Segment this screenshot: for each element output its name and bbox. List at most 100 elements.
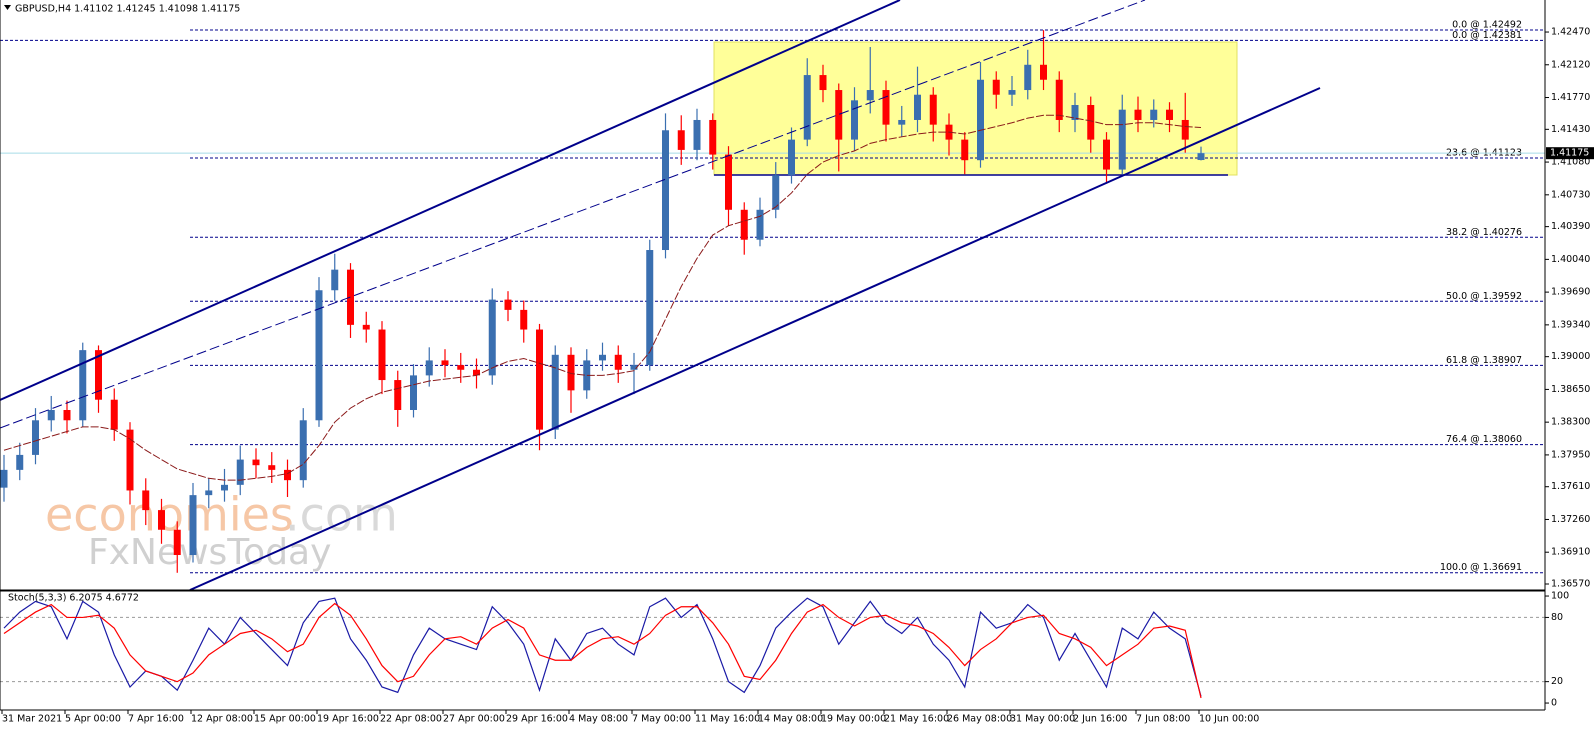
moving-average xyxy=(3,114,1202,481)
y-tick-label: 1.37260 xyxy=(1551,514,1590,525)
candle-body xyxy=(882,90,890,125)
channel-lower xyxy=(189,87,1321,591)
x-tick-label: 4 May 08:00 xyxy=(569,714,628,725)
candle-body xyxy=(709,119,717,155)
candle-body xyxy=(1134,109,1142,120)
candle-body xyxy=(1150,109,1158,120)
x-tick-label: 12 Apr 08:00 xyxy=(191,714,253,725)
watermark-sub: FxNewsToday xyxy=(88,532,331,573)
y-tick-label: 1.41080 xyxy=(1551,157,1590,168)
watermark-domain: .com xyxy=(285,488,398,542)
fib-label: 38.2 @ 1.40276 xyxy=(1446,227,1522,238)
axes: 1.42470 1.42120 1.41770 1.41430 1.41080 1.407… xyxy=(1,27,1594,725)
candle-body xyxy=(740,209,748,240)
candle-body xyxy=(1008,90,1016,95)
candle-body xyxy=(977,79,984,161)
y-tick-label: 100 xyxy=(1551,591,1569,602)
candle-body xyxy=(1040,64,1047,80)
x-tick-label: 29 Apr 16:00 xyxy=(506,714,568,725)
stoch-title: Stoch(5,3,3) 6.2075 4.6772 xyxy=(8,593,139,604)
x-tick-label: 7 Jun 08:00 xyxy=(1136,714,1190,725)
y-tick-label: 1.42120 xyxy=(1551,59,1590,70)
fib-label: 76.4 @ 1.38060 xyxy=(1446,434,1522,445)
candle-body xyxy=(614,354,622,370)
last-price-box xyxy=(1546,147,1594,160)
x-tick-label: 11 May 16:00 xyxy=(695,714,760,725)
candle-body xyxy=(63,409,71,421)
y-tick-label: 1.40040 xyxy=(1551,254,1590,265)
candle-body xyxy=(693,119,701,150)
candle-body xyxy=(1024,64,1032,91)
candle-body xyxy=(583,360,591,391)
candle-body xyxy=(299,420,307,481)
y-tick-label: 80 xyxy=(1551,612,1563,623)
symbol-title: GBPUSD,H4 1.41102 1.41245 1.41098 1.4117… xyxy=(15,4,240,15)
menu-icon[interactable] xyxy=(4,5,11,10)
candle-body xyxy=(268,465,276,470)
candle-body xyxy=(772,175,780,210)
candle-body xyxy=(347,269,354,325)
candle-body xyxy=(914,94,921,120)
candle-body xyxy=(252,459,260,466)
x-tick-label: 21 May 16:00 xyxy=(884,714,949,725)
candle-body xyxy=(551,354,559,430)
candle-body xyxy=(725,154,732,210)
candle-body xyxy=(646,250,654,366)
x-tick-label: 19 May 00:00 xyxy=(821,714,886,725)
x-tick-label: 27 Apr 00:00 xyxy=(443,714,505,725)
fib-label: 0.0 @ 1.42492 xyxy=(1452,19,1522,30)
candle-body xyxy=(630,365,638,370)
y-tick-label: 1.39000 xyxy=(1551,351,1590,362)
candle-body xyxy=(189,495,197,556)
candle-body xyxy=(662,130,669,251)
candle-body xyxy=(756,209,764,240)
candle-body xyxy=(992,79,1000,95)
y-tick-label: 1.38300 xyxy=(1551,417,1590,428)
candle-body xyxy=(331,269,339,291)
candle-body xyxy=(394,380,402,410)
candle-body xyxy=(315,290,323,421)
stochastic-panel xyxy=(0,597,1545,699)
candle-body xyxy=(173,529,181,556)
watermark-brand: economies xyxy=(45,488,294,542)
candle-body xyxy=(142,490,150,511)
candle-body xyxy=(488,299,496,376)
stoch-line xyxy=(3,602,1202,699)
y-tick-label: 1.41430 xyxy=(1551,124,1590,135)
candle-body xyxy=(47,409,55,421)
y-tick-label: 1.40390 xyxy=(1551,221,1590,232)
candle-body xyxy=(110,399,118,430)
y-tick-label: 1.40730 xyxy=(1551,189,1590,200)
candle-body xyxy=(362,324,370,330)
y-tick-label: 1.39690 xyxy=(1551,287,1590,298)
candle-body xyxy=(677,130,685,150)
x-tick-label: 31 Mar 2021 xyxy=(2,714,62,725)
x-tick-label: 7 Apr 16:00 xyxy=(128,714,184,725)
y-tick-label: 1.36570 xyxy=(1551,579,1590,590)
candle-body xyxy=(0,469,8,488)
x-tick-label: 15 Apr 00:00 xyxy=(254,714,316,725)
candle-body xyxy=(1055,79,1063,120)
candle-body xyxy=(378,329,386,381)
x-tick-label: 14 May 08:00 xyxy=(758,714,823,725)
y-tick-label: 0 xyxy=(1551,698,1557,709)
candle-body xyxy=(835,90,843,140)
candle-body xyxy=(788,139,795,176)
candle-body xyxy=(79,350,87,421)
y-tick-label: 1.37950 xyxy=(1551,449,1590,460)
x-tick-label: 19 Apr 16:00 xyxy=(317,714,379,725)
fib-label: 50.0 @ 1.39592 xyxy=(1446,291,1522,302)
x-tick-label: 10 Jun 00:00 xyxy=(1199,714,1259,725)
x-tick-label: 22 Apr 08:00 xyxy=(380,714,442,725)
x-tick-label: 7 May 00:00 xyxy=(632,714,691,725)
candle-body xyxy=(441,360,449,366)
y-tick-label: 1.37610 xyxy=(1551,481,1590,492)
y-tick-label: 1.39340 xyxy=(1551,319,1590,330)
candle-body xyxy=(16,454,24,470)
candle-body xyxy=(284,469,291,481)
y-tick-label: 1.38650 xyxy=(1551,384,1590,395)
candle-body xyxy=(1087,105,1095,140)
y-tick-label: 1.36910 xyxy=(1551,547,1590,558)
candle-body xyxy=(929,94,937,125)
